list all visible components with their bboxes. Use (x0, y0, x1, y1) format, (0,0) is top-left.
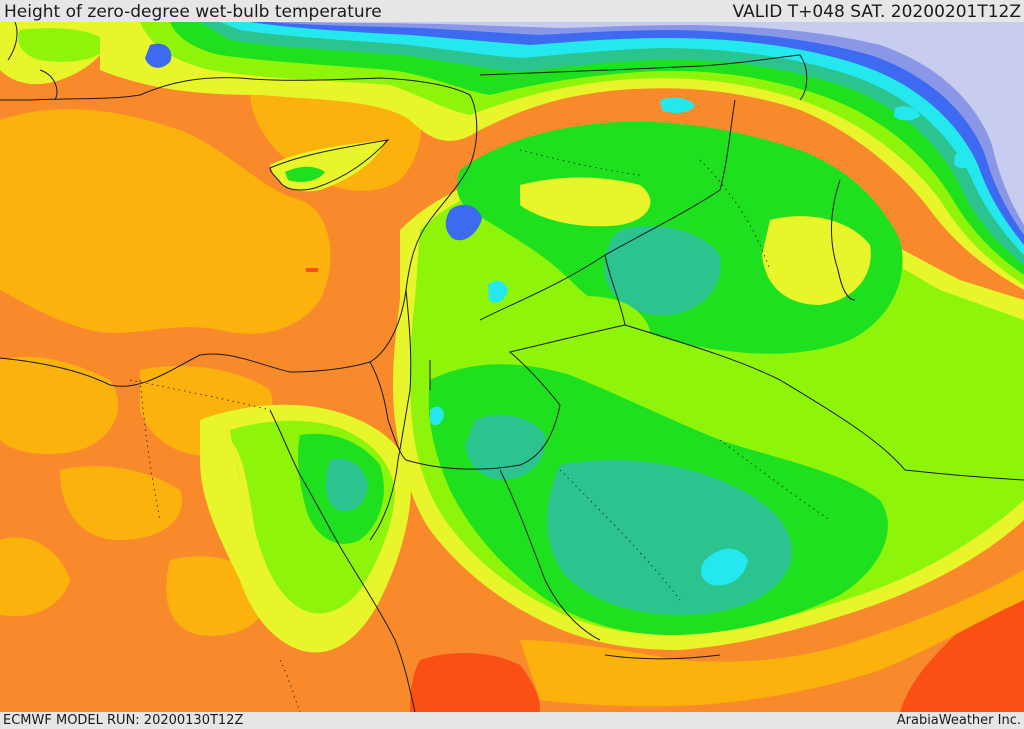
coastlines (0, 22, 1024, 712)
north-cold-band (100, 22, 1024, 290)
aegean-colors (0, 22, 120, 85)
valid-time-label: VALID T+048 SAT. 20200201T12Z (732, 2, 1021, 22)
brand-label: ArabiaWeather Inc. (896, 713, 1021, 728)
south-amber-band (520, 570, 1024, 707)
sinai-colors (200, 404, 411, 653)
header-bar: Height of zero-degree wet-bulb temperatu… (0, 0, 1024, 22)
forecast-map (0, 22, 1024, 712)
footer-bar: ECMWF MODEL RUN: 20200130T12Z ArabiaWeat… (0, 712, 1024, 729)
map-canvas (0, 22, 1024, 712)
map-title: Height of zero-degree wet-bulb temperatu… (4, 2, 382, 22)
model-run-label: ECMWF MODEL RUN: 20200130T12Z (3, 713, 244, 728)
cyprus-colors (270, 140, 385, 192)
cyan-spots (430, 97, 973, 586)
internal-borders (129, 149, 831, 712)
hot-spot (306, 268, 318, 272)
nile-strip (228, 440, 262, 590)
